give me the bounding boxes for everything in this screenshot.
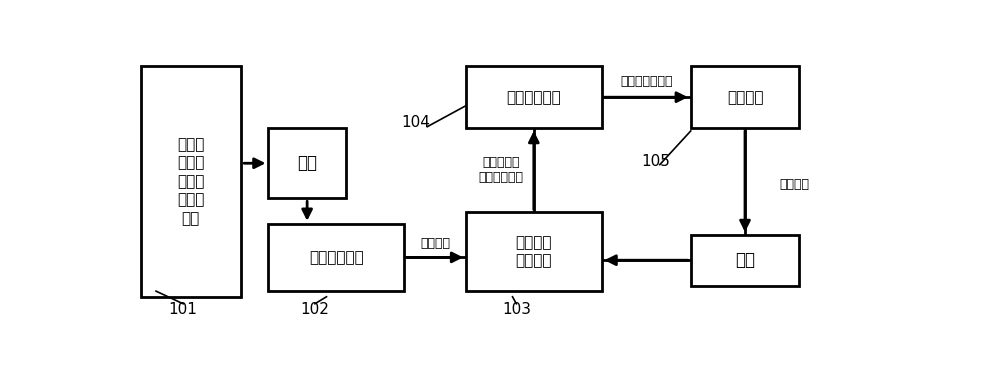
Text: 脑电采集模块: 脑电采集模块 [309,250,364,265]
Text: 目的地位置信息: 目的地位置信息 [620,75,672,88]
Bar [466,212,602,291]
Text: 104: 104 [401,115,430,130]
Text: 105: 105 [641,154,670,169]
Bar [691,235,799,285]
Bar [140,66,241,297]
Text: 脑电信息: 脑电信息 [420,237,450,250]
Text: 用户: 用户 [297,154,317,172]
Text: 信息处理模块: 信息处理模块 [506,90,561,105]
Bar [466,66,602,128]
Text: 导航信息: 导航信息 [780,178,810,191]
Text: 102: 102 [300,302,329,317]
Text: 103: 103 [502,302,531,317]
Text: 目的地信息
（目标任务）: 目的地信息 （目标任务） [478,156,523,184]
Text: 脑电处理
分析模块: 脑电处理 分析模块 [516,235,552,269]
Text: 101: 101 [169,302,198,317]
Bar [268,128,346,199]
Text: 车辆: 车辆 [735,251,755,269]
Bar [691,66,799,128]
Bar [268,224,404,291]
Text: 扩展型
目的地
选择刺
激显示
模块: 扩展型 目的地 选择刺 激显示 模块 [177,137,205,226]
Text: 导航模块: 导航模块 [727,90,763,105]
